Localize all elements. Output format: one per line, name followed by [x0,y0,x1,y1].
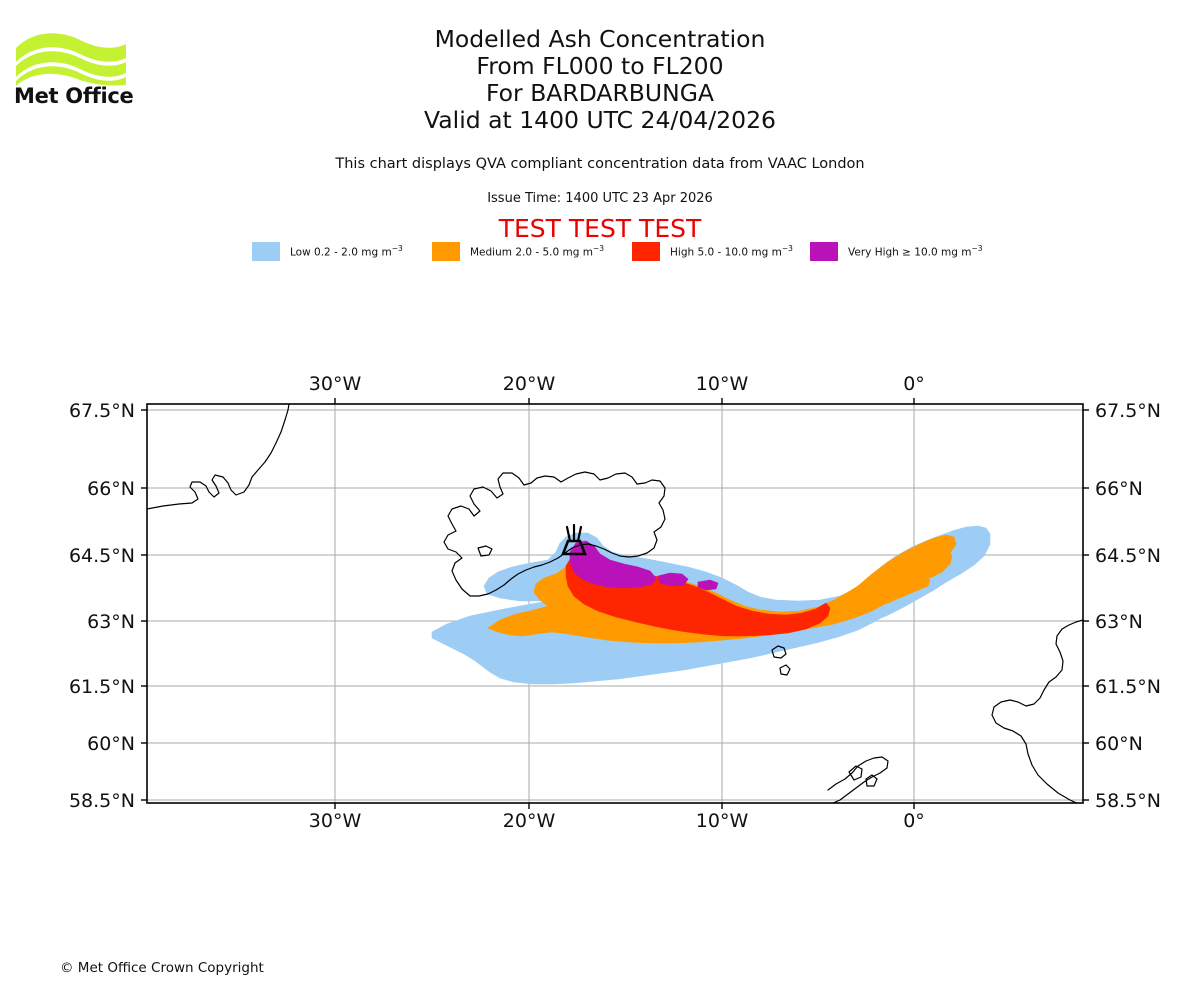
legend-swatch-medium-icon [432,241,460,261]
legend-label-high: High 5.0 - 10.0 mg m [670,246,782,259]
title-flight-level: From FL000 to FL200 [476,52,724,80]
lon-label-top--10: 10°W [696,373,749,395]
title-volcano: For BARDARBUNGA [486,79,714,107]
ash-contour-high [565,551,831,637]
coastline-faroe-islands-2 [779,664,791,676]
axis-labels: 30°W 30°W 20°W 20°W 10°W 10°W 0° 0° 67.5°N 67.5°N… [69,373,1161,832]
copyright-notice: © Met Office Crown Copyright [60,960,264,976]
ash-contour-very-high-3 [697,579,719,591]
lon-label-bottom--10: 10°W [696,810,749,832]
lat-label-left-64.5: 64.5°N [69,545,135,567]
legend-entry-low: Low 0.2 - 2.0 mg m−3 [252,241,403,261]
lat-label-left-66: 66°N [87,478,135,500]
coastline-norway [991,619,1083,803]
lat-label-left-58.5: 58.5°N [69,790,135,812]
lat-label-right-64.5: 64.5°N [1095,545,1161,567]
ash-contour-low [431,525,991,685]
ash-contour-low-ne-lobe [827,528,989,627]
legend-entry-very-high: Very High ≥ 10.0 mg m−3 [810,241,983,261]
concentration-legend: Low 0.2 - 2.0 mg m−3 Medium 2.0 - 5.0 mg… [252,241,992,263]
coastline-greenland-east [147,404,290,510]
chart-title-block: Modelled Ash Concentration From FL000 to… [160,26,1040,134]
lon-label-top-0: 0° [903,373,925,395]
coastline-iceland [443,471,666,597]
lat-label-left-61.5: 61.5°N [69,676,135,698]
title-valid-time: Valid at 1400 UTC 24/04/2026 [424,106,776,134]
legend-swatch-high-icon [632,241,660,261]
volcano-plume-stroke-1 [565,525,572,543]
ash-contour-medium [487,546,953,644]
legend-label-medium: Medium 2.0 - 5.0 mg m [470,246,593,259]
legend-entry-high: High 5.0 - 10.0 mg m−3 [632,241,793,261]
plot-background [147,404,1083,803]
legend-exponent-low: −3 [391,243,403,253]
lon-label-top--20: 20°W [503,373,556,395]
met-office-logo: Met Office [14,28,134,113]
axis-ticks [141,398,1089,809]
volcano-cone-icon [561,539,587,556]
lat-label-left-67.5: 67.5°N [69,400,135,422]
volcano-marker [561,523,587,556]
lon-label-bottom--30: 30°W [309,810,362,832]
lat-label-right-67.5: 67.5°N [1095,400,1161,422]
issue-time-label: Issue Time: 1400 UTC 23 Apr 2026 [487,191,713,206]
ash-contour-medium-ne-lobe [857,534,957,608]
ash-contour-very-high-2 [657,572,689,587]
lon-label-bottom-0: 0° [903,810,925,832]
coastline-shetland-2 [865,774,878,787]
met-office-wave-logo [16,33,126,86]
coastline-iceland-inner [477,545,493,557]
lat-label-right-63: 63°N [1095,611,1143,633]
lat-label-right-66: 66°N [1095,478,1143,500]
legend-swatch-very-high-icon [810,241,838,261]
lat-label-left-60: 60°N [87,733,135,755]
plot-frame [146,403,1084,804]
logo-wordmark: Met Office [14,84,134,108]
coastline-faroe-islands [771,645,787,659]
lat-label-right-61.5: 61.5°N [1095,676,1161,698]
ash-contour-very-high-1 [569,540,657,589]
test-banner: TEST TEST TEST [498,214,702,243]
coastlines [147,404,1083,803]
lon-label-bottom--20: 20°W [503,810,556,832]
page-title: Modelled Ash Concentration [434,25,766,53]
volcano-plume-stroke-3 [576,525,583,543]
legend-swatch-low-icon [252,241,280,261]
ash-plume-contours [431,525,991,685]
lon-label-top--30: 30°W [309,373,362,395]
legend-entry-medium: Medium 2.0 - 5.0 mg m−3 [432,241,604,261]
lat-label-left-63: 63°N [87,611,135,633]
legend-label-very-high: Very High ≥ 10.0 mg m [848,246,972,259]
legend-exponent-very-high: −3 [971,243,983,253]
legend-label-low: Low 0.2 - 2.0 mg m [290,246,392,259]
legend-exponent-medium: −3 [592,243,605,253]
lat-label-right-60: 60°N [1095,733,1143,755]
coastline-shetland [848,765,863,781]
lat-label-right-58.5: 58.5°N [1095,790,1161,812]
legend-exponent-high: −3 [781,243,793,253]
map-gridlines [147,404,1083,803]
chart-subtitle: This chart displays QVA compliant concen… [335,156,865,172]
coastline-scotland-ne [827,756,889,803]
